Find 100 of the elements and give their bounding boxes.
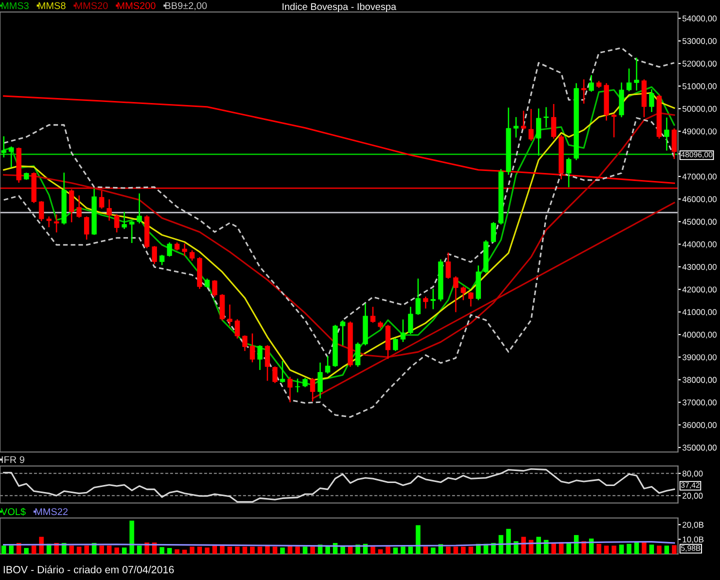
y-tick-label: 53000,00 [682,38,717,45]
candlestick [566,158,572,188]
bar [604,546,609,554]
bar [84,546,89,554]
candlestick [672,128,677,159]
candlestick [114,214,120,232]
bar [302,546,308,554]
text: IBOV - Diário - criado em 07/04/2016 [4,566,174,574]
bar [212,546,218,554]
candlestick [460,286,466,300]
candlestick [468,292,474,306]
candlestick [159,254,165,266]
y-tick-label: 10,0B [682,536,704,544]
bar [69,546,74,554]
y-tick-label: 40000,00 [682,332,717,339]
bar [596,544,602,554]
candlestick [310,378,316,402]
bar [182,550,187,554]
bar [506,528,511,554]
chart-title: Indice Bovespa - Ibovespa [282,2,396,12]
bar [521,536,526,554]
candlestick [38,201,44,222]
candlestick [551,104,556,139]
candlestick [416,278,421,315]
y-tick-label: 36000,00 [682,422,717,429]
candlestick [318,362,323,398]
bar [280,548,285,554]
candlestick [649,89,654,112]
y-tick-label: 37000,00 [682,400,717,406]
bar [370,546,376,554]
candlestick [84,216,90,240]
bar [99,546,104,554]
candlestick [264,345,270,381]
bar [234,546,240,554]
bar [634,542,639,554]
legend-label: MMS20 [75,2,108,10]
candlestick [106,199,112,221]
bar [642,542,646,554]
candlestick [392,338,398,351]
candlestick [227,304,232,326]
candlestick [536,108,542,156]
y-tick-label: 50000,00 [682,106,717,113]
candlestick [340,320,346,346]
bar [430,548,436,554]
y-tick-label: 49000,00 [682,128,717,136]
y-tick-label: 41000,00 [682,309,717,316]
bar [204,548,210,554]
bar [649,544,654,554]
bar [39,536,44,554]
bar [408,546,413,554]
candlestick [8,146,14,168]
candlestick [212,280,218,297]
bar [619,544,624,554]
candlestick [664,118,670,151]
candlestick [234,319,240,339]
bar [612,546,616,554]
line-series [3,117,675,418]
candlestick [385,324,391,359]
candlestick [521,110,526,130]
candlestick [257,345,262,370]
bar [160,547,164,554]
candlestick [588,75,594,92]
candlestick [1,136,6,158]
bar [626,544,632,554]
y-tick-label: 47000,00 [682,174,717,181]
bar [220,546,225,554]
candlestick [325,356,330,374]
bar [114,548,120,554]
bar [227,546,232,554]
candlestick [544,107,549,128]
candlestick [423,296,428,309]
y-tick-label: 38000,00 [682,376,717,384]
candlestick [136,193,142,224]
y-tick-label: 35000,00 [682,444,717,452]
legend-label: MMS200 [118,2,156,10]
y-tick-label: 43000,00 [682,264,717,271]
legend-label: BB9±2,00 [165,2,207,10]
bar [378,549,383,554]
candlestick [408,306,414,334]
bar [656,546,662,554]
candlestick [190,250,195,261]
y-tick-label: 20,00 [682,492,703,500]
candlestick [129,220,134,244]
bar [174,549,180,554]
bar [453,546,458,554]
candlestick [69,189,74,222]
line-series [3,95,675,184]
bar [242,546,248,554]
bar [32,546,36,554]
bar [76,546,82,554]
y-tick-label: 52000,00 [682,60,717,68]
candlestick [76,195,82,218]
candlestick [152,246,157,264]
bar [167,548,172,554]
bar [295,546,300,554]
candlestick [611,114,617,138]
candlestick [634,58,640,91]
bar [106,546,112,554]
candlestick [400,319,406,342]
candlestick [54,214,60,232]
